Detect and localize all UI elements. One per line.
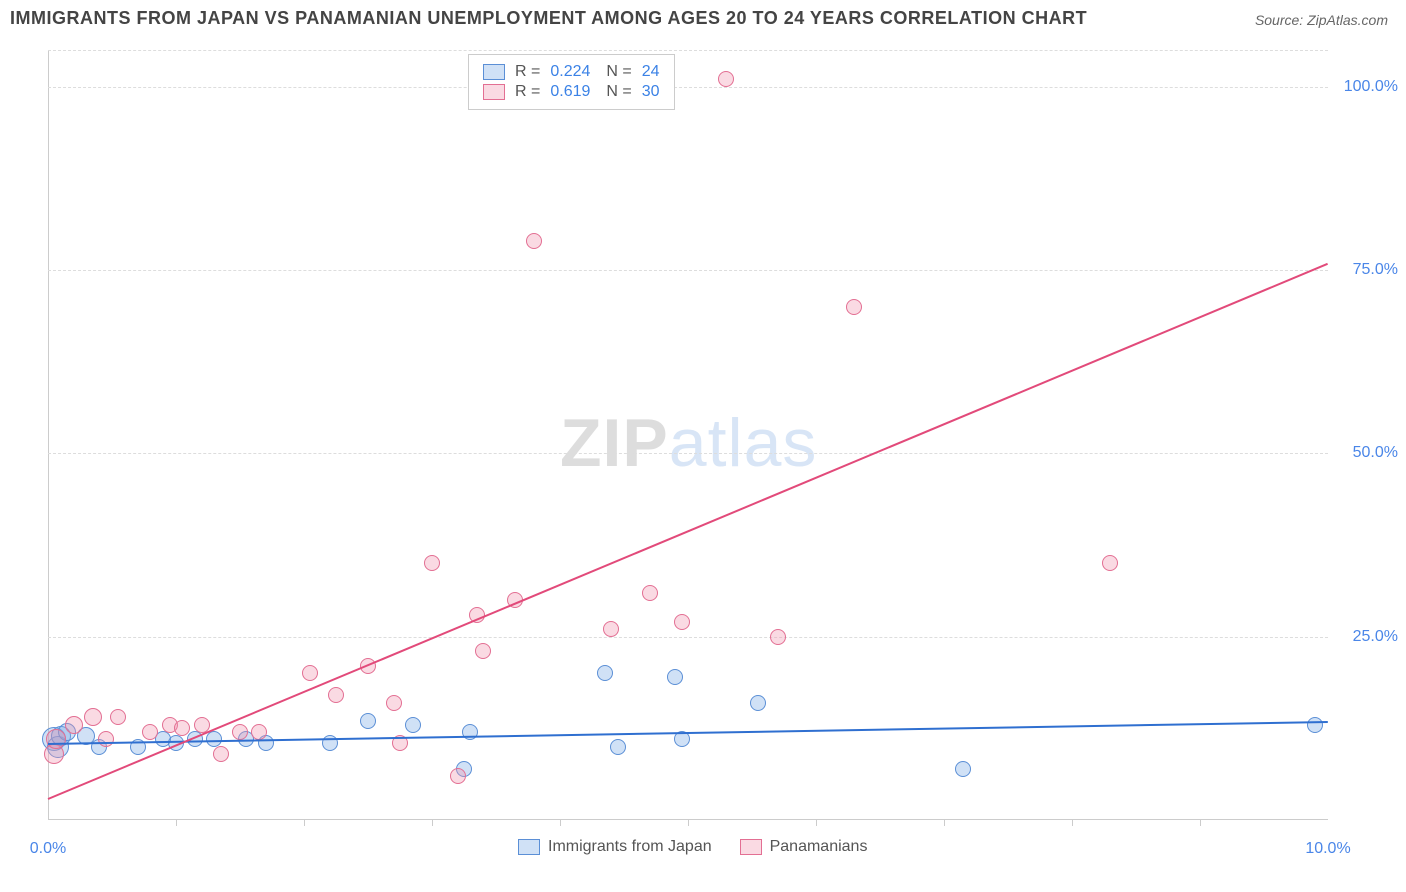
x-tick-mark [304, 820, 305, 826]
data-point [405, 717, 421, 733]
gridline-horizontal [48, 270, 1328, 271]
y-tick-label: 75.0% [1353, 261, 1398, 279]
chart-container: IMMIGRANTS FROM JAPAN VS PANAMANIAN UNEM… [0, 0, 1406, 892]
data-point [302, 665, 318, 681]
data-point [142, 724, 158, 740]
data-point [603, 621, 619, 637]
x-tick-label: 0.0% [30, 840, 66, 858]
data-point [475, 643, 491, 659]
x-tick-mark [560, 820, 561, 826]
data-point [846, 299, 862, 315]
data-point [718, 71, 734, 87]
legend-r-value: 0.224 [550, 63, 590, 81]
data-point [770, 629, 786, 645]
legend-correlation: R = 0.224 N = 24 R = 0.619 N = 30 [468, 54, 675, 110]
data-point [642, 585, 658, 601]
x-tick-mark [688, 820, 689, 826]
legend-row: R = 0.619 N = 30 [483, 83, 660, 101]
trend-line [48, 263, 1329, 800]
data-point [1307, 717, 1323, 733]
data-point [526, 233, 542, 249]
x-tick-mark [816, 820, 817, 826]
data-point [98, 731, 114, 747]
data-point [328, 687, 344, 703]
source-value: ZipAtlas.com [1307, 12, 1388, 28]
legend-swatch [483, 64, 505, 80]
x-tick-mark [944, 820, 945, 826]
y-axis-line [48, 50, 49, 820]
legend-n-label: N = [606, 83, 631, 101]
x-tick-mark [1072, 820, 1073, 826]
legend-swatch [740, 839, 762, 855]
watermark-zip: ZIP [560, 405, 669, 481]
data-point [386, 695, 402, 711]
y-tick-label: 50.0% [1353, 444, 1398, 462]
legend-n-value: 24 [642, 63, 660, 81]
legend-swatch [518, 839, 540, 855]
data-point [750, 695, 766, 711]
data-point [1102, 555, 1118, 571]
data-point [955, 761, 971, 777]
data-point [424, 555, 440, 571]
source-attribution: Source: ZipAtlas.com [1255, 12, 1388, 28]
legend-row: R = 0.224 N = 24 [483, 63, 660, 81]
legend-series: Immigrants from Japan Panamanians [518, 838, 867, 856]
watermark-atlas: atlas [669, 405, 818, 481]
gridline-horizontal [48, 453, 1328, 454]
data-point [674, 614, 690, 630]
data-point [232, 724, 248, 740]
data-point [213, 746, 229, 762]
legend-swatch [483, 84, 505, 100]
data-point [110, 709, 126, 725]
gridline-horizontal [48, 50, 1328, 51]
y-tick-label: 100.0% [1344, 78, 1398, 96]
data-point [65, 716, 83, 734]
data-point [360, 713, 376, 729]
data-point [251, 724, 267, 740]
data-point [174, 720, 190, 736]
x-tick-label: 10.0% [1305, 840, 1350, 858]
data-point [667, 669, 683, 685]
data-point [46, 729, 66, 749]
legend-series-label: Panamanians [770, 838, 868, 856]
legend-n-label: N = [606, 63, 631, 81]
gridline-horizontal [48, 87, 1328, 88]
legend-r-value: 0.619 [550, 83, 590, 101]
x-tick-mark [432, 820, 433, 826]
x-tick-mark [176, 820, 177, 826]
watermark: ZIPatlas [560, 404, 817, 482]
legend-series-item: Immigrants from Japan [518, 838, 712, 856]
x-tick-mark [1200, 820, 1201, 826]
legend-r-label: R = [515, 63, 540, 81]
data-point [84, 708, 102, 726]
gridline-horizontal [48, 637, 1328, 638]
legend-n-value: 30 [642, 83, 660, 101]
data-point [597, 665, 613, 681]
y-tick-label: 25.0% [1353, 628, 1398, 646]
plot-area: ZIPatlas 25.0%50.0%75.0%100.0%0.0%10.0%R… [48, 50, 1328, 820]
data-point [450, 768, 466, 784]
legend-series-label: Immigrants from Japan [548, 838, 712, 856]
legend-r-label: R = [515, 83, 540, 101]
source-label: Source: [1255, 12, 1307, 28]
chart-title: IMMIGRANTS FROM JAPAN VS PANAMANIAN UNEM… [10, 8, 1087, 29]
data-point [610, 739, 626, 755]
legend-series-item: Panamanians [740, 838, 868, 856]
